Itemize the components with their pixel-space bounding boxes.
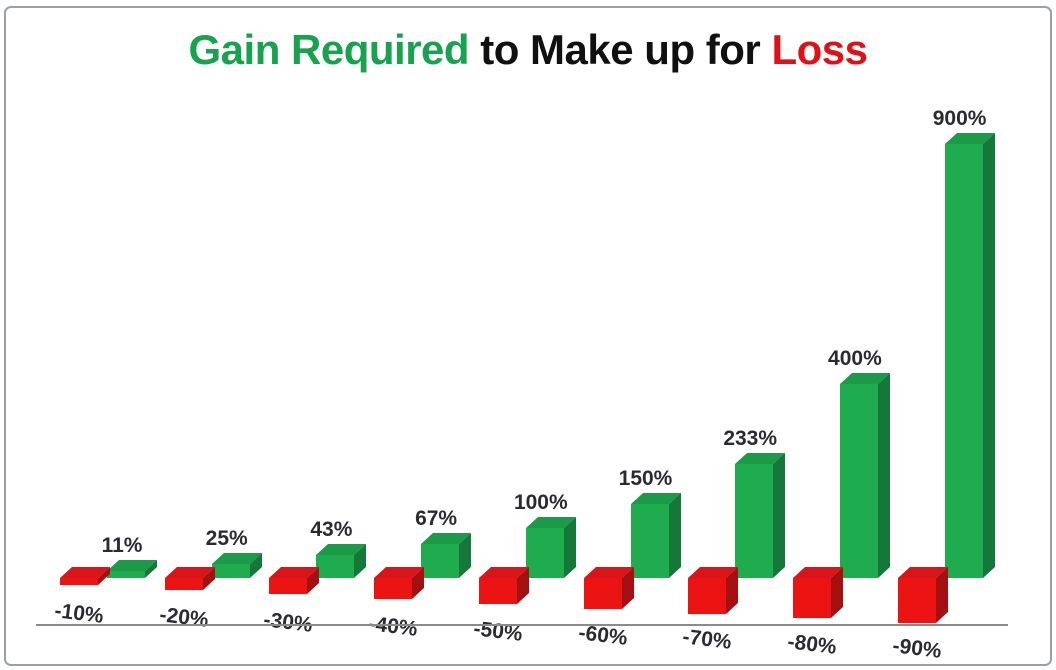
- category-label: -30%: [262, 607, 315, 637]
- bar-front-face: [525, 528, 564, 578]
- bar-front-face: [164, 578, 203, 590]
- x-axis-line: [36, 624, 1008, 626]
- bar-front-face: [60, 578, 98, 585]
- bar-front-face: [269, 578, 308, 595]
- category-label: -50%: [472, 616, 524, 646]
- title-middle-text: to Make up for: [480, 26, 761, 73]
- title-loss-text: Loss: [771, 26, 868, 73]
- gain-value-label: 100%: [513, 491, 568, 514]
- gain-value-label: 25%: [205, 527, 248, 550]
- category-label: -70%: [681, 625, 733, 655]
- bar-side-face: [877, 373, 890, 578]
- bar-front-face: [374, 578, 413, 600]
- bar-front-face: [583, 578, 622, 609]
- gain-value-label: 400%: [828, 347, 882, 370]
- category-label: -40%: [367, 612, 419, 642]
- gain-value-label: 150%: [618, 467, 673, 490]
- bar-front-face: [107, 570, 145, 578]
- gain-value-label: 900%: [932, 107, 987, 130]
- category-label: -90%: [890, 634, 943, 664]
- bar-front-face: [630, 504, 669, 578]
- bar-front-face: [839, 384, 878, 578]
- bar-front-face: [688, 578, 727, 614]
- gain-value-label: 67%: [415, 506, 458, 530]
- bar-front-face: [897, 578, 936, 624]
- category-label: -20%: [158, 603, 210, 633]
- bar-front-face: [421, 543, 460, 578]
- bar-side-face: [830, 567, 843, 619]
- bar-front-face: [735, 464, 774, 578]
- bar-side-face: [982, 133, 995, 578]
- gain-value-label: 11%: [101, 533, 143, 557]
- title-gain-text: Gain Required: [188, 26, 470, 73]
- category-label: -80%: [786, 629, 838, 659]
- bar-side-face: [773, 453, 786, 578]
- bar-front-face: [792, 578, 831, 619]
- chart-title: Gain Required to Make up for Loss: [0, 26, 1056, 74]
- bar-front-face: [944, 144, 983, 578]
- gain-value-label: 43%: [310, 518, 353, 542]
- bar-front-face: [211, 564, 250, 578]
- bar-side-face: [668, 493, 681, 578]
- gain-value-label: 233%: [723, 427, 778, 451]
- bar-front-face: [316, 555, 355, 578]
- bar-side-face: [563, 517, 576, 578]
- bar-side-face: [935, 567, 948, 624]
- bar-front-face: [478, 578, 517, 604]
